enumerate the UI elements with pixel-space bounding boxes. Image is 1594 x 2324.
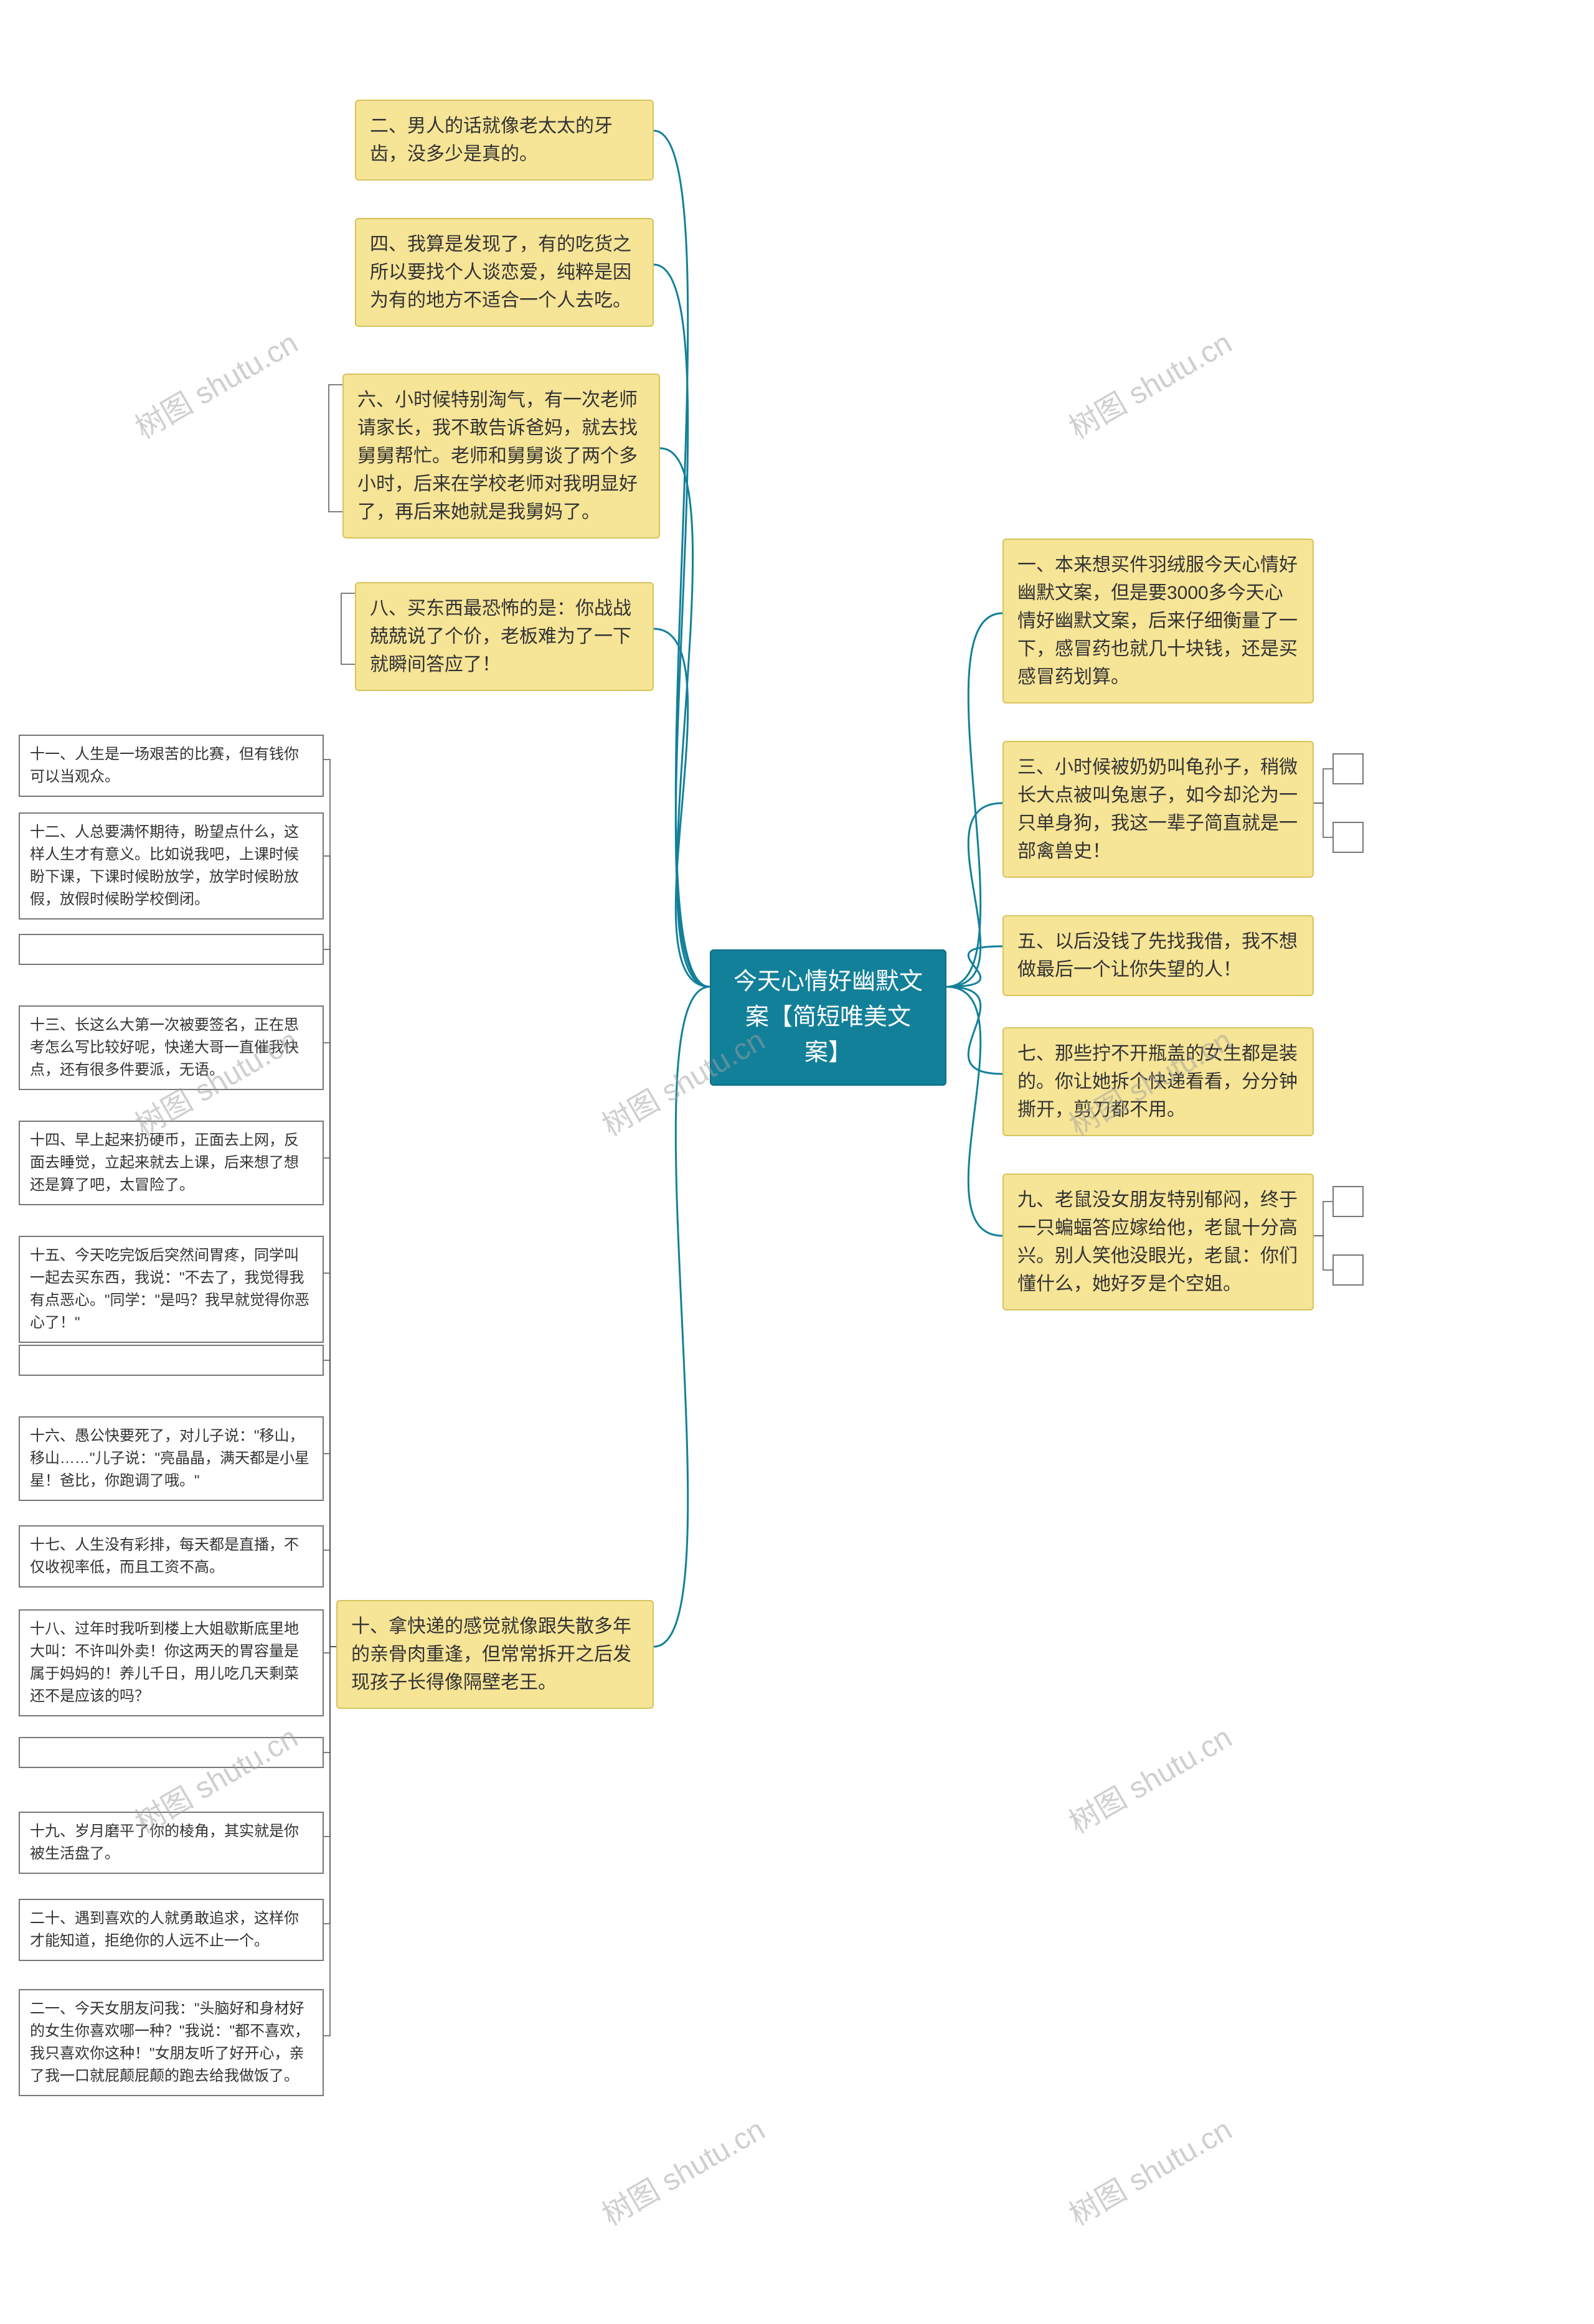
- node-text: [1334, 755, 1362, 769]
- watermark: 树图 shutu.cn: [1060, 1713, 1238, 1842]
- node-text: 二、男人的话就像老太太的牙齿，没多少是真的。: [356, 101, 653, 179]
- node-text: [20, 935, 323, 950]
- node-text: 十二、人总要满怀期待，盼望点什么，这样人生才有意义。比如说我吧，上课时候盼下课，…: [20, 814, 323, 918]
- node-text: 十、拿快递的感觉就像跟失散多年的亲骨肉重逢，但常常拆开之后发现孩子长得像隔壁老王…: [337, 1601, 653, 1708]
- node-text: 六、小时候特别淘气，有一次老师请家长，我不敢告诉爸妈，就去找舅舅帮忙。老师和舅舅…: [344, 375, 659, 537]
- node-n7: 七、那些拧不开瓶盖的女生都是装的。你让她拆个快递看看，分分钟撕开，剪刀都不用。: [1002, 1027, 1314, 1136]
- node-n17: 十七、人生没有彩排，每天都是直播，不仅收视率低，而且工资不高。: [19, 1525, 324, 1588]
- node-n2: 二、男人的话就像老太太的牙齿，没多少是真的。: [355, 100, 654, 181]
- node-text: 今天心情好幽默文案【简短唯美文案】: [711, 951, 945, 1084]
- watermark: 树图 shutu.cn: [126, 319, 304, 447]
- node-b1: [19, 934, 324, 965]
- node-text: 九、老鼠没女朋友特别郁闷，终于一只蝙蝠答应嫁给他，老鼠十分高兴。别人笑他没眼光，…: [1004, 1175, 1313, 1309]
- node-text: 五、以后没钱了先找我借，我不想做最后一个让你失望的人！: [1004, 916, 1313, 995]
- node-text: 十九、岁月磨平了你的棱角，其实就是你被生活盘了。: [20, 1813, 323, 1873]
- watermark: 树图 shutu.cn: [1060, 2105, 1238, 2234]
- node-n4: 四、我算是发现了，有的吃货之所以要找个人谈恋爱，纯粹是因为有的地方不适合一个人去…: [355, 218, 654, 327]
- node-n8: 八、买东西最恐怖的是：你战战兢兢说了个价，老板难为了一下就瞬间答应了！: [355, 582, 654, 691]
- node-text: 一、本来想买件羽绒服今天心情好幽默文案，但是要3000多今天心情好幽默文案，后来…: [1004, 540, 1313, 702]
- node-n15: 十五、今天吃完饭后突然间胃疼，同学叫一起去买东西，我说："不去了，我觉得我有点恶…: [19, 1236, 324, 1343]
- node-text: 十七、人生没有彩排，每天都是直播，不仅收视率低，而且工资不高。: [20, 1527, 323, 1586]
- node-text: 十四、早上起来扔硬币，正面去上网，反面去睡觉，立起来就去上课，后来想了想还是算了…: [20, 1122, 323, 1204]
- node-text: [1334, 823, 1362, 838]
- node-text: 十八、过年时我听到楼上大姐歇斯底里地大叫：不许叫外卖！你这两天的胃容量是属于妈妈…: [20, 1611, 323, 1715]
- node-b3: [19, 1737, 324, 1768]
- node-n11: 十一、人生是一场艰苦的比赛，但有钱你可以当观众。: [19, 735, 324, 797]
- node-r3a: [1332, 753, 1364, 784]
- node-text: [20, 1346, 323, 1361]
- node-text: 十一、人生是一场艰苦的比赛，但有钱你可以当观众。: [20, 736, 323, 796]
- node-n3: 三、小时候被奶奶叫龟孙子，稍微长大点被叫兔崽子，如今却沦为一只单身狗，我这一辈子…: [1002, 741, 1314, 878]
- node-text: 二十、遇到喜欢的人就勇敢追求，这样你才能知道，拒绝你的人远不止一个。: [20, 1900, 323, 1960]
- node-text: 十五、今天吃完饭后突然间胃疼，同学叫一起去买东西，我说："不去了，我觉得我有点恶…: [20, 1237, 323, 1342]
- node-n21: 二一、今天女朋友问我："头脑好和身材好的女生你喜欢哪一种？"我说："都不喜欢，我…: [19, 1989, 324, 2096]
- watermark: 树图 shutu.cn: [1060, 319, 1238, 447]
- node-text: 二一、今天女朋友问我："头脑好和身材好的女生你喜欢哪一种？"我说："都不喜欢，我…: [20, 1990, 323, 2095]
- node-r9b: [1332, 1254, 1364, 1286]
- node-n16: 十六、愚公快要死了，对儿子说："移山，移山……"儿子说："亮晶晶，满天都是小星星…: [19, 1416, 324, 1501]
- node-text: [1334, 1256, 1362, 1271]
- node-n10: 十、拿快递的感觉就像跟失散多年的亲骨肉重逢，但常常拆开之后发现孩子长得像隔壁老王…: [336, 1600, 654, 1709]
- node-text: [1334, 1187, 1362, 1202]
- node-text: 七、那些拧不开瓶盖的女生都是装的。你让她拆个快递看看，分分钟撕开，剪刀都不用。: [1004, 1028, 1313, 1135]
- node-n18: 十八、过年时我听到楼上大姐歇斯底里地大叫：不许叫外卖！你这两天的胃容量是属于妈妈…: [19, 1609, 324, 1716]
- node-n5: 五、以后没钱了先找我借，我不想做最后一个让你失望的人！: [1002, 915, 1314, 996]
- node-r9a: [1332, 1186, 1364, 1217]
- node-root: 今天心情好幽默文案【简短唯美文案】: [710, 949, 946, 1086]
- watermark: 树图 shutu.cn: [593, 2105, 771, 2234]
- node-n19: 十九、岁月磨平了你的棱角，其实就是你被生活盘了。: [19, 1812, 324, 1874]
- node-text: 十六、愚公快要死了，对儿子说："移山，移山……"儿子说："亮晶晶，满天都是小星星…: [20, 1418, 323, 1500]
- node-n12: 十二、人总要满怀期待，盼望点什么，这样人生才有意义。比如说我吧，上课时候盼下课，…: [19, 812, 324, 920]
- node-b2: [19, 1345, 324, 1376]
- node-text: 十三、长这么大第一次被要签名，正在思考怎么写比较好呢，快递大哥一直催我快点，还有…: [20, 1007, 323, 1089]
- node-n20: 二十、遇到喜欢的人就勇敢追求，这样你才能知道，拒绝你的人远不止一个。: [19, 1899, 324, 1961]
- node-n14: 十四、早上起来扔硬币，正面去上网，反面去睡觉，立起来就去上课，后来想了想还是算了…: [19, 1121, 324, 1205]
- node-text: 八、买东西最恐怖的是：你战战兢兢说了个价，老板难为了一下就瞬间答应了！: [356, 583, 653, 690]
- mindmap-canvas: 今天心情好幽默文案【简短唯美文案】 二、男人的话就像老太太的牙齿，没多少是真的。四…: [0, 0, 1594, 2324]
- node-n13: 十三、长这么大第一次被要签名，正在思考怎么写比较好呢，快递大哥一直催我快点，还有…: [19, 1005, 324, 1090]
- node-text: [20, 1738, 323, 1753]
- node-text: 四、我算是发现了，有的吃货之所以要找个人谈恋爱，纯粹是因为有的地方不适合一个人去…: [356, 219, 653, 326]
- node-n1: 一、本来想买件羽绒服今天心情好幽默文案，但是要3000多今天心情好幽默文案，后来…: [1002, 539, 1314, 703]
- node-n9: 九、老鼠没女朋友特别郁闷，终于一只蝙蝠答应嫁给他，老鼠十分高兴。别人笑他没眼光，…: [1002, 1174, 1314, 1310]
- node-n6: 六、小时候特别淘气，有一次老师请家长，我不敢告诉爸妈，就去找舅舅帮忙。老师和舅舅…: [342, 374, 660, 539]
- node-r3b: [1332, 822, 1364, 853]
- node-text: 三、小时候被奶奶叫龟孙子，稍微长大点被叫兔崽子，如今却沦为一只单身狗，我这一辈子…: [1004, 742, 1313, 877]
